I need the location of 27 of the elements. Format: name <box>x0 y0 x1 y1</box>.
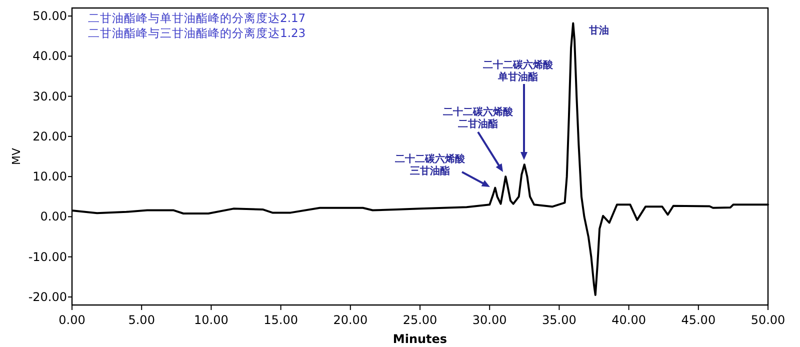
y-tick-label: 50.00 <box>32 9 67 24</box>
annotation: 二甘油酯峰与三甘油酯峰的分离度达1.23 <box>88 26 306 40</box>
x-axis-title: Minutes <box>392 332 448 346</box>
y-tick-label: 30.00 <box>32 89 67 104</box>
annotation: 二十二碳六烯酸单甘油酯 <box>483 59 554 83</box>
x-tick-label: 35.00 <box>542 313 576 327</box>
annotation: 甘油 <box>588 24 610 36</box>
x-tick-label: 45.00 <box>681 313 716 327</box>
y-axis-title: MV <box>10 148 23 166</box>
x-tick-label: 50.00 <box>750 313 786 327</box>
y-tick-label: 20.00 <box>32 129 67 144</box>
x-tick-label: 10.00 <box>194 313 228 327</box>
x-tick-label: 0.00 <box>58 313 86 327</box>
annotation: 二十二碳六烯酸二甘油酯 <box>443 106 514 130</box>
x-tick-label: 5.00 <box>128 313 155 327</box>
x-tick-label: 40.00 <box>612 313 646 327</box>
annotation: 二十二碳六烯酸三甘油酯 <box>395 153 466 177</box>
x-tick-label: 20.00 <box>333 313 368 327</box>
annotation: 二甘油酯峰与单甘油酯峰的分离度达2.17 <box>88 11 306 25</box>
x-tick-label: 15.00 <box>264 313 298 327</box>
y-tick-label: 0.00 <box>40 210 67 224</box>
x-tick-label: 25.00 <box>402 313 438 327</box>
y-tick-label: -10.00 <box>28 250 67 264</box>
y-tick-label: 40.00 <box>32 49 67 64</box>
y-tick-label: -20.00 <box>28 290 67 304</box>
y-tick-label: 10.00 <box>32 170 67 184</box>
x-tick-label: 30.00 <box>472 313 507 327</box>
